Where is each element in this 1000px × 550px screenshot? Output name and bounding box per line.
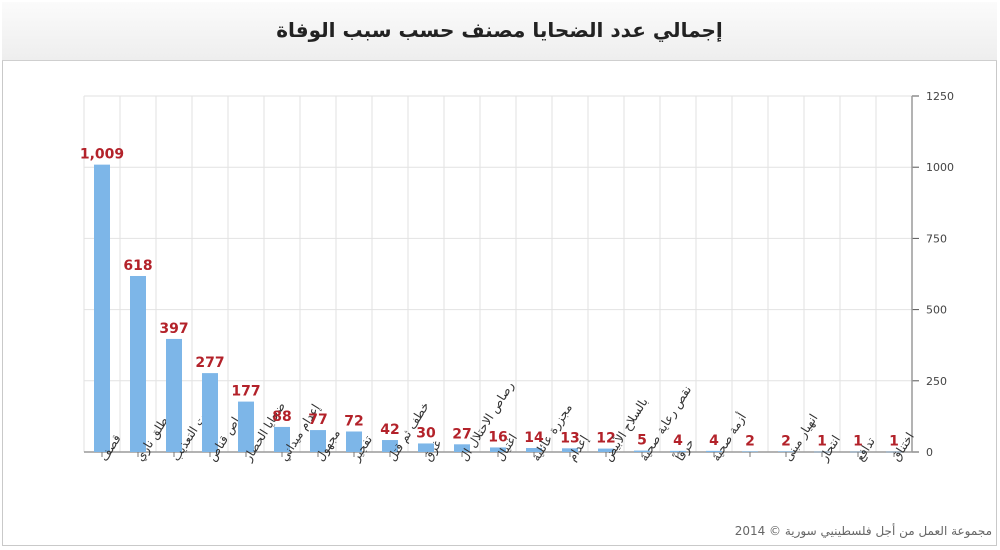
credit-text: مجموعة العمل من أجل فلسطينيي سورية © 201… (734, 524, 992, 538)
y-tick-label: 250 (926, 375, 947, 388)
y-tick-label: 1000 (926, 161, 954, 174)
bar-value-label: 2 (745, 433, 755, 449)
bar (166, 338, 182, 452)
bar (526, 448, 542, 452)
bar-value-label: 12 (596, 431, 615, 447)
bar-value-label: 618 (123, 258, 152, 274)
bar (886, 451, 902, 453)
bar (346, 431, 362, 452)
bar-value-label: 5 (637, 433, 647, 449)
y-tick-label: 0 (926, 446, 933, 459)
bar (310, 430, 326, 452)
bar (238, 401, 254, 452)
plot-area (84, 96, 912, 452)
bar-value-label: 30 (416, 425, 436, 441)
chart-title: إجمالي عدد الضحايا مصنف حسب سبب الوفاة (276, 18, 723, 42)
bar (454, 444, 470, 452)
bar (742, 451, 758, 452)
y-tick-label: 500 (926, 304, 947, 317)
bar (670, 450, 686, 452)
bar-value-label: 27 (452, 426, 471, 442)
bar (94, 164, 110, 453)
bar-value-label: 4 (709, 433, 719, 449)
bar-value-label: 1 (817, 434, 827, 450)
bar (850, 451, 866, 453)
bar-value-label: 13 (560, 430, 579, 446)
y-tick-label: 1250 (926, 90, 954, 103)
bar (706, 450, 722, 452)
bar-value-label: 2 (781, 433, 791, 449)
bar-value-label: 4 (673, 433, 683, 449)
bar (274, 426, 290, 452)
bar-value-label: 77 (308, 412, 327, 428)
bar-value-label: 1 (889, 434, 899, 450)
bar (598, 448, 614, 452)
bar-value-label: 277 (195, 355, 224, 371)
bar-value-label: 88 (272, 409, 291, 425)
bar-value-label: 397 (159, 321, 188, 337)
bar (490, 447, 506, 452)
bar (418, 443, 434, 452)
bar-value-label: 14 (524, 430, 544, 446)
bar (202, 373, 218, 452)
bar (634, 450, 650, 452)
bar (814, 451, 830, 453)
bar-value-label: 42 (380, 422, 399, 438)
bar-value-label: 1 (853, 434, 863, 450)
y-tick-label: 750 (926, 232, 947, 245)
bar (130, 275, 146, 452)
bar-value-label: 177 (231, 384, 260, 400)
bar-value-label: 72 (344, 413, 363, 429)
bar-value-label: 1,009 (80, 147, 124, 163)
bar (778, 451, 794, 452)
bar-value-label: 16 (488, 429, 507, 445)
title-bar: إجمالي عدد الضحايا مصنف حسب سبب الوفاة (2, 2, 997, 61)
bar (382, 440, 398, 452)
bar (562, 448, 578, 452)
